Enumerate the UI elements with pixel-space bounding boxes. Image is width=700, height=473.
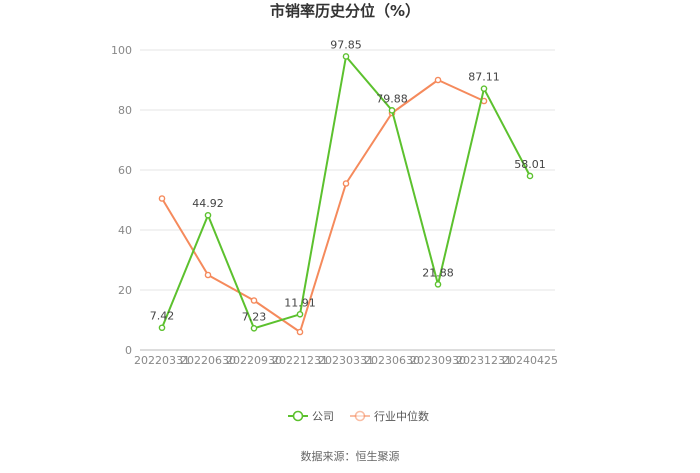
data-point [205, 272, 210, 277]
chart-title: 市销率历史分位（%） [270, 2, 420, 20]
data-label: 11.91 [284, 296, 316, 309]
data-point [251, 298, 256, 303]
data-point [389, 108, 394, 113]
data-point [159, 196, 164, 201]
series-lines [159, 54, 532, 335]
legend-item[interactable]: 公司 [288, 410, 334, 423]
legend-label: 行业中位数 [374, 409, 429, 423]
data-label: 21.88 [422, 266, 454, 279]
y-axis-ticks: 0 20 40 60 80 100 [111, 44, 132, 357]
data-label: 97.85 [330, 38, 362, 51]
x-tick-label: 20240425 [502, 354, 558, 367]
y-tick-label: 60 [118, 164, 132, 177]
x-axis-ticks: 2022033120220630202209302022123120230331… [134, 354, 558, 367]
y-tick-label: 40 [118, 224, 132, 237]
data-label: 79.88 [376, 92, 408, 105]
data-point [297, 329, 302, 334]
y-tick-label: 0 [125, 344, 132, 357]
data-label: 44.92 [192, 197, 224, 210]
y-tick-label: 100 [111, 44, 132, 57]
data-point [527, 173, 532, 178]
legend-swatch-marker [356, 412, 365, 421]
data-point [205, 213, 210, 218]
legend[interactable]: 公司 行业中位数 [288, 409, 429, 423]
y-tick-label: 20 [118, 284, 132, 297]
data-point [297, 312, 302, 317]
legend-label: 公司 [312, 410, 334, 423]
data-point [435, 77, 440, 82]
data-point [343, 181, 348, 186]
data-point [159, 325, 164, 330]
data-label: 7.23 [242, 310, 267, 323]
data-label: 7.42 [150, 310, 175, 323]
legend-item[interactable]: 行业中位数 [350, 409, 429, 423]
y-tick-label: 80 [118, 104, 132, 117]
data-point [343, 54, 348, 59]
data-label: 87.11 [468, 71, 500, 84]
grid-lines [140, 50, 555, 290]
source-note: 数据来源：恒生聚源 [301, 449, 400, 463]
data-point [481, 86, 486, 91]
legend-swatch-marker [294, 412, 303, 421]
data-point [435, 282, 440, 287]
data-point [251, 326, 256, 331]
data-label: 58.01 [514, 158, 546, 171]
